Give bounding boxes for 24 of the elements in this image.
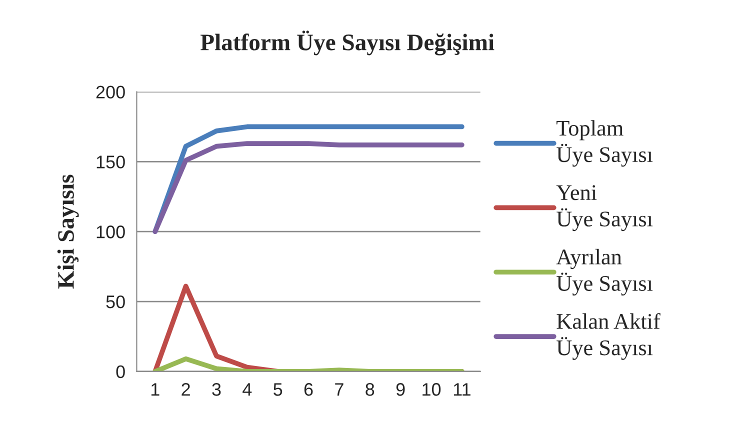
x-tick-label: 7: [335, 383, 344, 396]
x-tick-label: 5: [274, 383, 282, 396]
legend-label: Ayrılan Üye Sayısı: [556, 248, 653, 296]
x-tick-label: 9: [396, 383, 405, 396]
y-tick-label: 200: [96, 86, 125, 98]
x-tick-label: 1: [151, 383, 160, 396]
x-tick-label: 10: [422, 383, 441, 396]
y-tick-label: 150: [96, 156, 125, 168]
line-series: [152, 356, 464, 372]
y-axis-title: Kişi Sayısıs: [57, 174, 79, 289]
y-tick-label: 50: [106, 295, 125, 308]
y-tick-label: 0: [116, 365, 125, 378]
legend-label: Yeni Üye Sayısı: [556, 185, 653, 232]
y-tick-label: 100: [96, 226, 125, 238]
chart-title: Platform Üye Sayısı Değişimi: [200, 30, 494, 56]
legend-label: Toplam Üye Sayısı: [556, 120, 653, 167]
legend-label: Kalan Aktif Üye Sayısı: [556, 313, 660, 360]
x-tick-label: 11: [454, 383, 470, 396]
x-tick-label: 4: [242, 383, 252, 396]
x-tick-label: 8: [366, 383, 374, 396]
x-tick-label: 2: [182, 383, 190, 396]
x-tick-label: 6: [304, 383, 313, 396]
x-tick-label: 3: [212, 383, 221, 396]
line-series: [152, 141, 464, 234]
